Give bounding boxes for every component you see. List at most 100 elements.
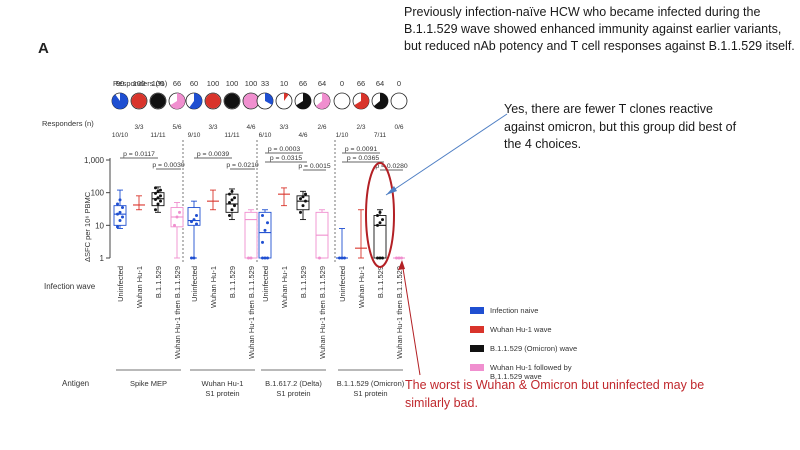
x-tick-label: Uninfected — [261, 266, 270, 302]
data-point — [154, 197, 157, 201]
data-point — [304, 199, 307, 203]
data-point — [159, 188, 162, 192]
responder-n-label: 4/6 — [246, 124, 255, 131]
data-point — [154, 186, 157, 190]
data-point — [261, 240, 264, 244]
responder-pie-slice — [150, 93, 166, 109]
data-point — [116, 225, 119, 229]
data-point — [266, 256, 269, 260]
legend-swatch — [470, 364, 484, 371]
responder-pie-bg — [333, 92, 351, 110]
pvalue-label: p = 0.0117 — [123, 151, 155, 158]
legend-swatch — [470, 307, 484, 314]
responder-pct-label: 100 — [152, 79, 165, 88]
data-point — [343, 256, 346, 260]
responder-n-label: 2/3 — [356, 124, 365, 131]
responder-n-label: 3/3 — [279, 124, 288, 131]
data-point — [304, 192, 307, 196]
box — [258, 211, 272, 259]
y-axis-label: ΔSFC per 10⁶ PBMC — [83, 191, 92, 262]
responder-pie-slice — [111, 93, 128, 109]
antigen-label: S1 protein — [205, 389, 239, 398]
x-tick-label: Wuhan Hu-1 — [280, 266, 289, 308]
responder-pie-slice — [224, 93, 240, 109]
responder-n-label: 9/10 — [188, 132, 201, 139]
responder-n-label: 4/6 — [298, 132, 307, 139]
data-point — [156, 196, 160, 200]
responder-pct-label: 64 — [318, 79, 326, 88]
x-tick-label: Wuhan Hu-1 then B.1.1.529 — [395, 266, 404, 359]
data-point — [338, 256, 341, 260]
responder-pie-slice — [265, 92, 273, 105]
y-tick-label: 10 — [95, 221, 104, 230]
pvalue-label: p = 0.0015 — [298, 163, 331, 170]
data-point — [159, 194, 162, 198]
data-point — [376, 223, 379, 227]
summary-annotation: Previously infection-naïve HCW who becam… — [404, 5, 795, 53]
x-tick-label: B.1.1.529 — [376, 266, 385, 298]
responder-pct-label: 60 — [190, 79, 198, 88]
data-point — [159, 199, 162, 203]
legend-label: B.1.1.529 (Omicron) wave — [490, 344, 577, 353]
responder-pct-label: 33 — [261, 79, 269, 88]
data-point — [118, 210, 122, 214]
box — [187, 207, 201, 226]
data-point — [400, 256, 403, 260]
data-point — [376, 213, 379, 217]
legend-label: Wuhan Hu-1 followed by — [490, 363, 572, 372]
responder-n-label: 3/3 — [134, 124, 143, 131]
row-label-responders-pct: Responders (%) — [113, 79, 168, 88]
pvalue-label: p = 0.0315 — [270, 155, 303, 162]
pvalue-label: p = 0.0280 — [375, 163, 408, 170]
data-point — [175, 215, 179, 219]
x-tick-label: Wuhan Hu-1 — [135, 266, 144, 308]
legend-label: Wuhan Hu-1 wave — [490, 325, 552, 334]
x-tick-label: B.1.1.529 — [154, 266, 163, 298]
x-tick-label: B.1.1.529 — [299, 266, 308, 298]
antigen-label: Spike MEP — [130, 379, 167, 388]
data-point — [118, 219, 122, 223]
data-point — [247, 256, 250, 260]
responder-n-label: 11/11 — [224, 132, 240, 139]
responder-n-label: 11/11 — [150, 132, 166, 139]
data-point — [340, 256, 344, 260]
data-point — [116, 202, 119, 206]
data-point — [299, 210, 302, 214]
data-point — [261, 213, 264, 217]
responder-pct-label: 100 — [207, 79, 220, 88]
responder-n-label: 3/3 — [208, 124, 217, 131]
responder-n-label: 6/10 — [259, 132, 272, 139]
responder-pct-label: 0 — [340, 79, 344, 88]
data-point — [156, 189, 160, 193]
antigen-label: Wuhan Hu-1 — [202, 379, 244, 388]
highlight-ellipse — [365, 162, 395, 268]
data-point — [249, 256, 253, 260]
antigen-label: B.1.1.529 (Omicron) — [337, 379, 405, 388]
data-point — [173, 223, 176, 227]
responder-n-label: 5/6 — [172, 124, 181, 131]
red-callout-annotation: The worst is Wuhan & Omicron but uninfec… — [405, 378, 705, 410]
data-point — [154, 208, 157, 212]
responder-pie-slice — [373, 93, 389, 109]
data-point — [318, 256, 321, 260]
responder-pct-label: 90 — [116, 79, 124, 88]
responder-pct-label: 0 — [397, 79, 401, 88]
pvalue-label: p = 0.0030 — [152, 162, 185, 169]
antigen-label: S1 protein — [353, 389, 387, 398]
box — [113, 205, 127, 226]
antigen-label: S1 protein — [276, 389, 310, 398]
data-point — [195, 222, 198, 226]
responder-pct-label: 100 — [133, 79, 146, 88]
data-point — [228, 192, 231, 196]
data-point — [230, 189, 234, 193]
pvalue-label: p = 0.0365 — [347, 155, 380, 162]
red-arrow-line — [401, 261, 421, 376]
responder-pie-slice — [131, 93, 147, 109]
responder-pct-label: 100 — [226, 79, 239, 88]
x-tick-label: Wuhan Hu-1 — [209, 266, 218, 308]
data-point — [378, 256, 382, 260]
data-point — [263, 256, 267, 260]
data-point — [261, 256, 264, 260]
legend-swatch — [470, 345, 484, 352]
